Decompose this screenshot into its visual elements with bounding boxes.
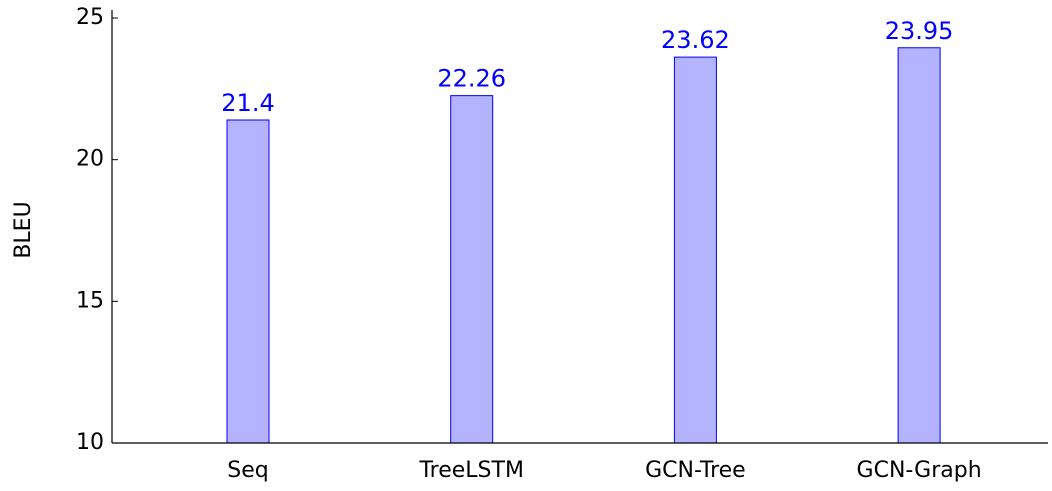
bar bbox=[897, 47, 941, 444]
y-tick-label: 25 bbox=[76, 5, 104, 30]
x-tick-label: Seq bbox=[227, 458, 268, 483]
x-tick-label: GCN-Graph bbox=[857, 458, 982, 483]
value-label: 23.95 bbox=[885, 17, 954, 45]
value-label: 22.26 bbox=[437, 65, 506, 93]
y-tick-label: 15 bbox=[76, 288, 104, 313]
y-tick-label: 10 bbox=[76, 430, 104, 455]
y-tick-label: 20 bbox=[76, 147, 104, 172]
bar bbox=[673, 56, 717, 444]
y-axis-label: BLEU bbox=[11, 201, 36, 258]
value-label: 23.62 bbox=[661, 26, 730, 54]
x-tick-label: TreeLSTM bbox=[418, 458, 523, 483]
x-tick-label: GCN-Tree bbox=[645, 458, 746, 483]
bar bbox=[450, 95, 494, 444]
value-label: 21.4 bbox=[221, 89, 274, 117]
bar bbox=[226, 119, 270, 444]
